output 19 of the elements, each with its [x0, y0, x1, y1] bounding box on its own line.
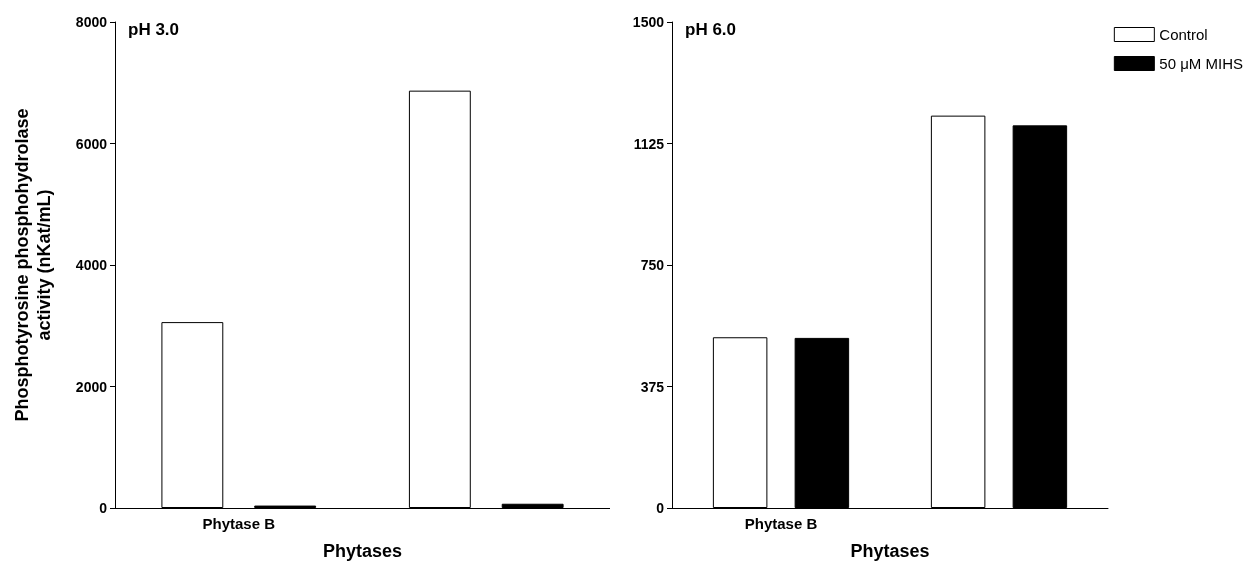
y-tick-label: 1500 — [632, 14, 665, 30]
y-tick-label: 750 — [640, 257, 665, 273]
chart-title: pH 3.0 — [128, 20, 180, 39]
y-tick-label: 0 — [656, 500, 665, 516]
legend-label: 50 μM MIHS — [1159, 55, 1244, 72]
chart-title: pH 6.0 — [685, 20, 737, 39]
y-tick-label: 375 — [640, 378, 665, 395]
x-tick-label: Phytase B — [744, 515, 818, 532]
x-tick-label: Phytase B — [202, 515, 276, 532]
y-axis-title: Phosphotyrosine phosphohydrolase activity (nKat/mL) — [12, 108, 54, 422]
y-tick-label: 6000 — [75, 135, 108, 152]
y-tick-label: 0 — [99, 500, 108, 516]
y-tick-label: 4000 — [75, 257, 108, 273]
legend-label: Control — [1159, 26, 1208, 43]
x-axis-title: Phytases — [322, 541, 403, 561]
y-tick-label: 8000 — [75, 14, 108, 30]
x-axis-title: Phytases — [850, 541, 930, 561]
y-tick-label: 2000 — [75, 378, 108, 395]
y-tick-label: 1125 — [633, 135, 665, 152]
